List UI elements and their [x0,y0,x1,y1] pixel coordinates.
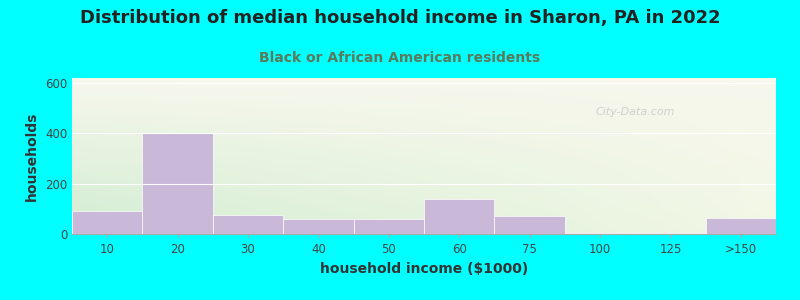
Bar [72,212,142,234]
Text: Black or African American residents: Black or African American residents [259,51,541,65]
X-axis label: household income ($1000): household income ($1000) [320,262,528,276]
Bar [142,134,213,234]
Bar [213,215,283,234]
Bar [283,219,354,234]
Text: City-Data.com: City-Data.com [595,107,675,117]
Bar [354,219,424,234]
Text: Distribution of median household income in Sharon, PA in 2022: Distribution of median household income … [80,9,720,27]
Bar [706,218,776,234]
Bar [494,216,565,234]
Bar [424,199,494,234]
Bar [635,233,706,234]
Y-axis label: households: households [26,111,39,201]
Bar [565,233,635,234]
